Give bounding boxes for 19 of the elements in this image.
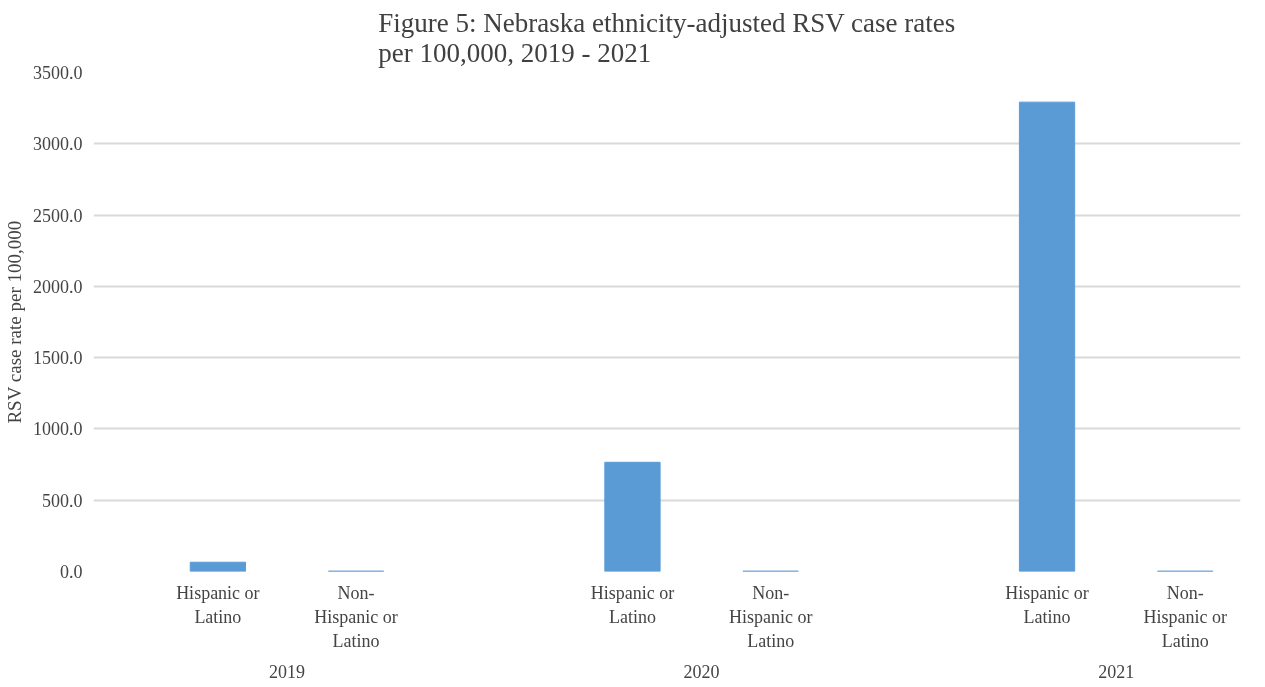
y-tick-label: 500.0: [42, 490, 83, 511]
x-tick-label: Non-Hispanic or Latino: [314, 582, 398, 651]
y-tick-label: 1000.0: [33, 419, 83, 440]
y-tick-label: 3500.0: [33, 63, 83, 83]
text: 2021: [1098, 661, 1135, 682]
text: 2019: [268, 661, 305, 682]
y-axis-title: RSV case rate per 100,000: [4, 220, 25, 424]
x-tick-label: Hispanic or Latino: [1005, 582, 1089, 627]
x-tick-label: Hispanic or Latino: [176, 582, 260, 627]
x-tick-label: Non-Hispanic or Latino: [1143, 582, 1227, 651]
text: 2020: [683, 661, 720, 682]
x-tick-label: Hispanic or Latino: [590, 582, 675, 627]
y-tick-label: 2000.0: [33, 276, 83, 297]
y-tick-label: 3000.0: [33, 134, 83, 155]
y-tick-label: 0.0: [60, 562, 83, 582]
y-tick-label: 2500.0: [33, 205, 83, 226]
x-tick-label: Non-Hispanic or Latino: [728, 582, 813, 651]
y-tick-label: 1500.0: [33, 348, 83, 369]
chart-title: Figure 5: Nebraska ethnicity-adjusted RSV case rates per 100,000, 2019 - 2021: [378, 7, 956, 68]
